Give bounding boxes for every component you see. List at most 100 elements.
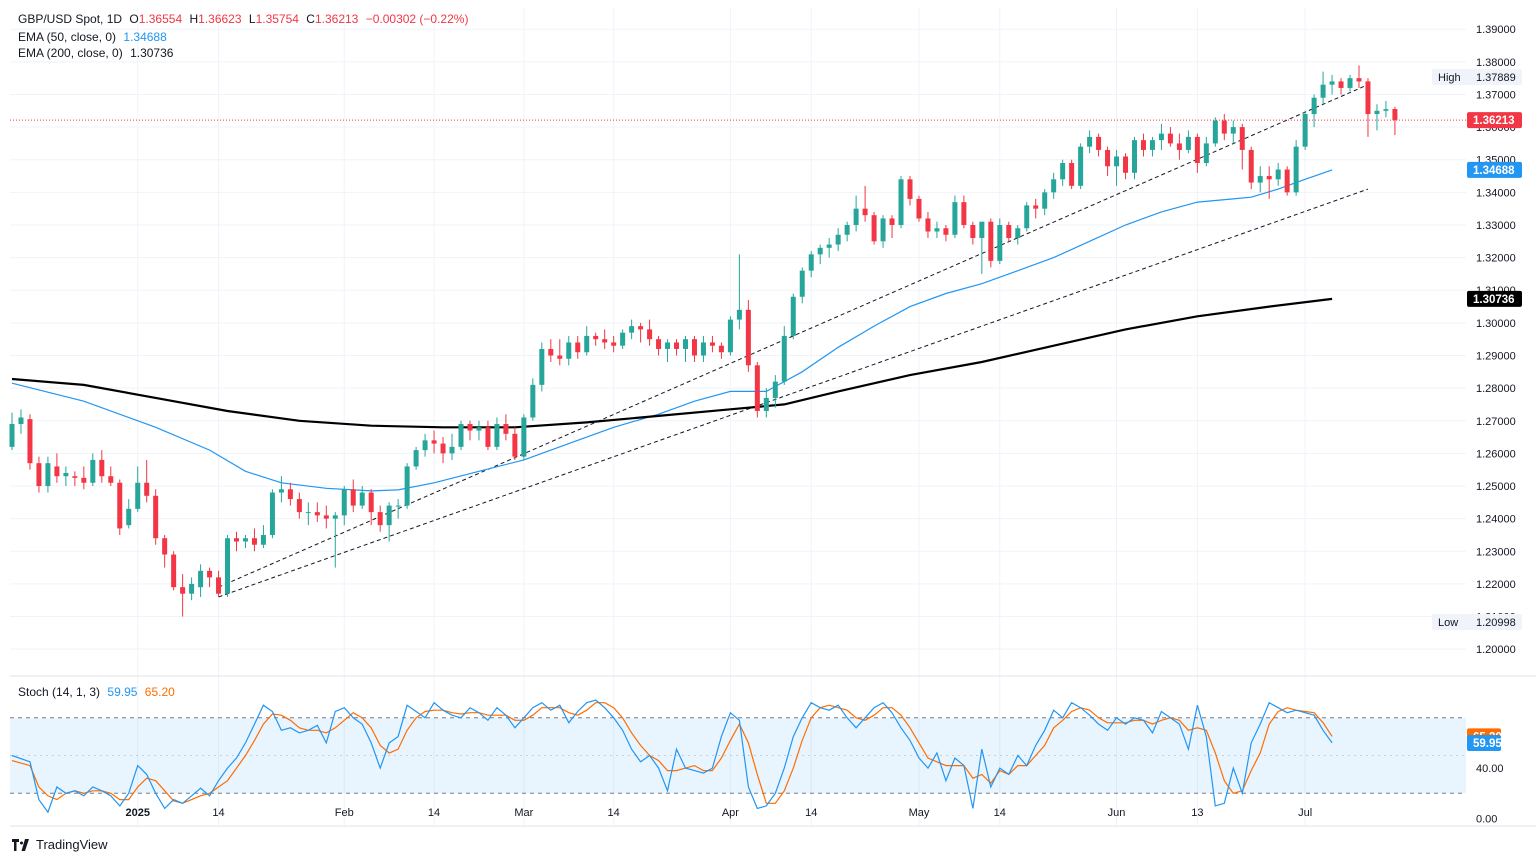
- candle-body: [1293, 146, 1299, 193]
- candle: [961, 195, 967, 229]
- candle-body: [1051, 179, 1057, 193]
- stoch-k-tag-bg: [1467, 734, 1501, 751]
- candle: [1239, 123, 1245, 170]
- candle: [665, 339, 671, 363]
- stoch-tick-label: 0.00: [1476, 813, 1497, 825]
- candle-body: [1275, 169, 1281, 180]
- candle: [99, 450, 105, 483]
- candle-body: [754, 365, 760, 411]
- candle-body: [1266, 176, 1272, 180]
- candle-body: [422, 440, 428, 451]
- candle-body: [656, 339, 662, 349]
- candle-body: [1302, 114, 1308, 147]
- tradingview-logo[interactable]: TradingView: [12, 837, 108, 852]
- candle-body: [727, 319, 733, 353]
- candle: [683, 335, 688, 363]
- candle-body: [377, 512, 383, 526]
- candle: [530, 378, 536, 421]
- candle-body: [880, 218, 886, 242]
- candle-body: [45, 463, 51, 487]
- candle-body: [234, 538, 239, 542]
- candle-body: [871, 215, 877, 242]
- candle: [36, 456, 42, 493]
- symbol-label[interactable]: GBP/USD Spot, 1D: [18, 12, 123, 26]
- price-tick-label: 1.20000: [1476, 644, 1516, 656]
- candle: [198, 564, 204, 597]
- candle: [826, 238, 832, 258]
- stoch-legend[interactable]: Stoch (14, 1, 3) 59.95 65.20: [18, 685, 179, 699]
- candle-body: [709, 342, 715, 346]
- candle-body: [674, 342, 680, 349]
- candle-body: [907, 179, 913, 199]
- candle: [1266, 166, 1272, 199]
- candle-body: [1042, 192, 1048, 209]
- stoch-grid: [10, 717, 1466, 794]
- candle: [81, 466, 87, 490]
- stoch-axis[interactable]: 0.00 40.00: [1476, 763, 1504, 825]
- candle: [862, 185, 868, 222]
- ema50-legend[interactable]: EMA (50, close, 0) 1.34688: [18, 30, 171, 44]
- candle-body: [287, 489, 293, 500]
- candle: [1221, 114, 1227, 141]
- time-axis[interactable]: 2025 14 Feb 14 Mar 14 Apr 14 May 14 Jun 13 Jul: [125, 807, 1312, 819]
- candle: [1311, 94, 1317, 128]
- candle-body: [36, 463, 42, 487]
- candle: [817, 244, 823, 265]
- candle: [251, 528, 257, 552]
- candle: [440, 437, 446, 464]
- candle-body: [916, 198, 922, 219]
- stoch-tick-label: 40.00: [1476, 763, 1504, 775]
- candle-body: [350, 489, 356, 506]
- candle-body: [1069, 162, 1075, 186]
- candle: [1069, 159, 1075, 190]
- candle-body: [808, 254, 814, 271]
- candle: [323, 505, 329, 529]
- candle-body: [988, 221, 994, 261]
- ema50-value: 1.34688: [123, 30, 167, 44]
- candle-body: [108, 476, 114, 483]
- candle-body: [557, 355, 563, 359]
- candle: [1123, 153, 1129, 180]
- open-value: 1.36554: [138, 12, 183, 26]
- candle: [377, 505, 383, 532]
- candle: [1284, 166, 1290, 196]
- candle-body: [1329, 81, 1335, 85]
- candle-body: [1087, 136, 1093, 147]
- candle: [1176, 133, 1182, 160]
- candle-body: [790, 296, 796, 336]
- candle-body: [1374, 110, 1380, 115]
- candle-body: [1392, 109, 1398, 121]
- candle-body: [1230, 127, 1236, 134]
- price-annotations: High 1.37889 Low 1.20998 1.36213 1.34688 1.307…: [1432, 69, 1522, 751]
- stoch-k-tag: 59.95: [1467, 734, 1502, 751]
- candle-body: [898, 179, 904, 225]
- candle: [1051, 172, 1057, 199]
- price-tick-label: 1.32000: [1476, 253, 1516, 265]
- candle-body: [1338, 81, 1344, 88]
- candle: [1212, 117, 1218, 147]
- price-tick-label: 1.22000: [1476, 579, 1516, 591]
- candle: [1132, 136, 1137, 180]
- candle-body: [539, 348, 545, 385]
- candle: [602, 329, 608, 349]
- price-tick-label: 1.27000: [1476, 416, 1516, 428]
- candle-body: [1356, 78, 1362, 82]
- candle-body: [1024, 205, 1030, 229]
- candle-body: [1006, 224, 1012, 239]
- stoch-label: Stoch (14, 1, 3): [18, 685, 101, 699]
- candle-body: [485, 427, 491, 447]
- candle: [153, 489, 159, 545]
- candle-body: [575, 342, 581, 353]
- candle: [467, 420, 473, 441]
- price-tick-label: 1.39000: [1476, 24, 1516, 36]
- candle-body: [1140, 140, 1146, 150]
- stoch-k-value: 59.95: [107, 685, 138, 699]
- candle-body: [242, 538, 248, 542]
- time-tick-label: May: [909, 807, 930, 819]
- candle: [305, 502, 311, 526]
- candle: [907, 176, 913, 206]
- candle-body: [1114, 156, 1120, 167]
- ema200-legend[interactable]: EMA (200, close, 0) 1.30736: [18, 46, 177, 60]
- candle-body: [745, 309, 751, 366]
